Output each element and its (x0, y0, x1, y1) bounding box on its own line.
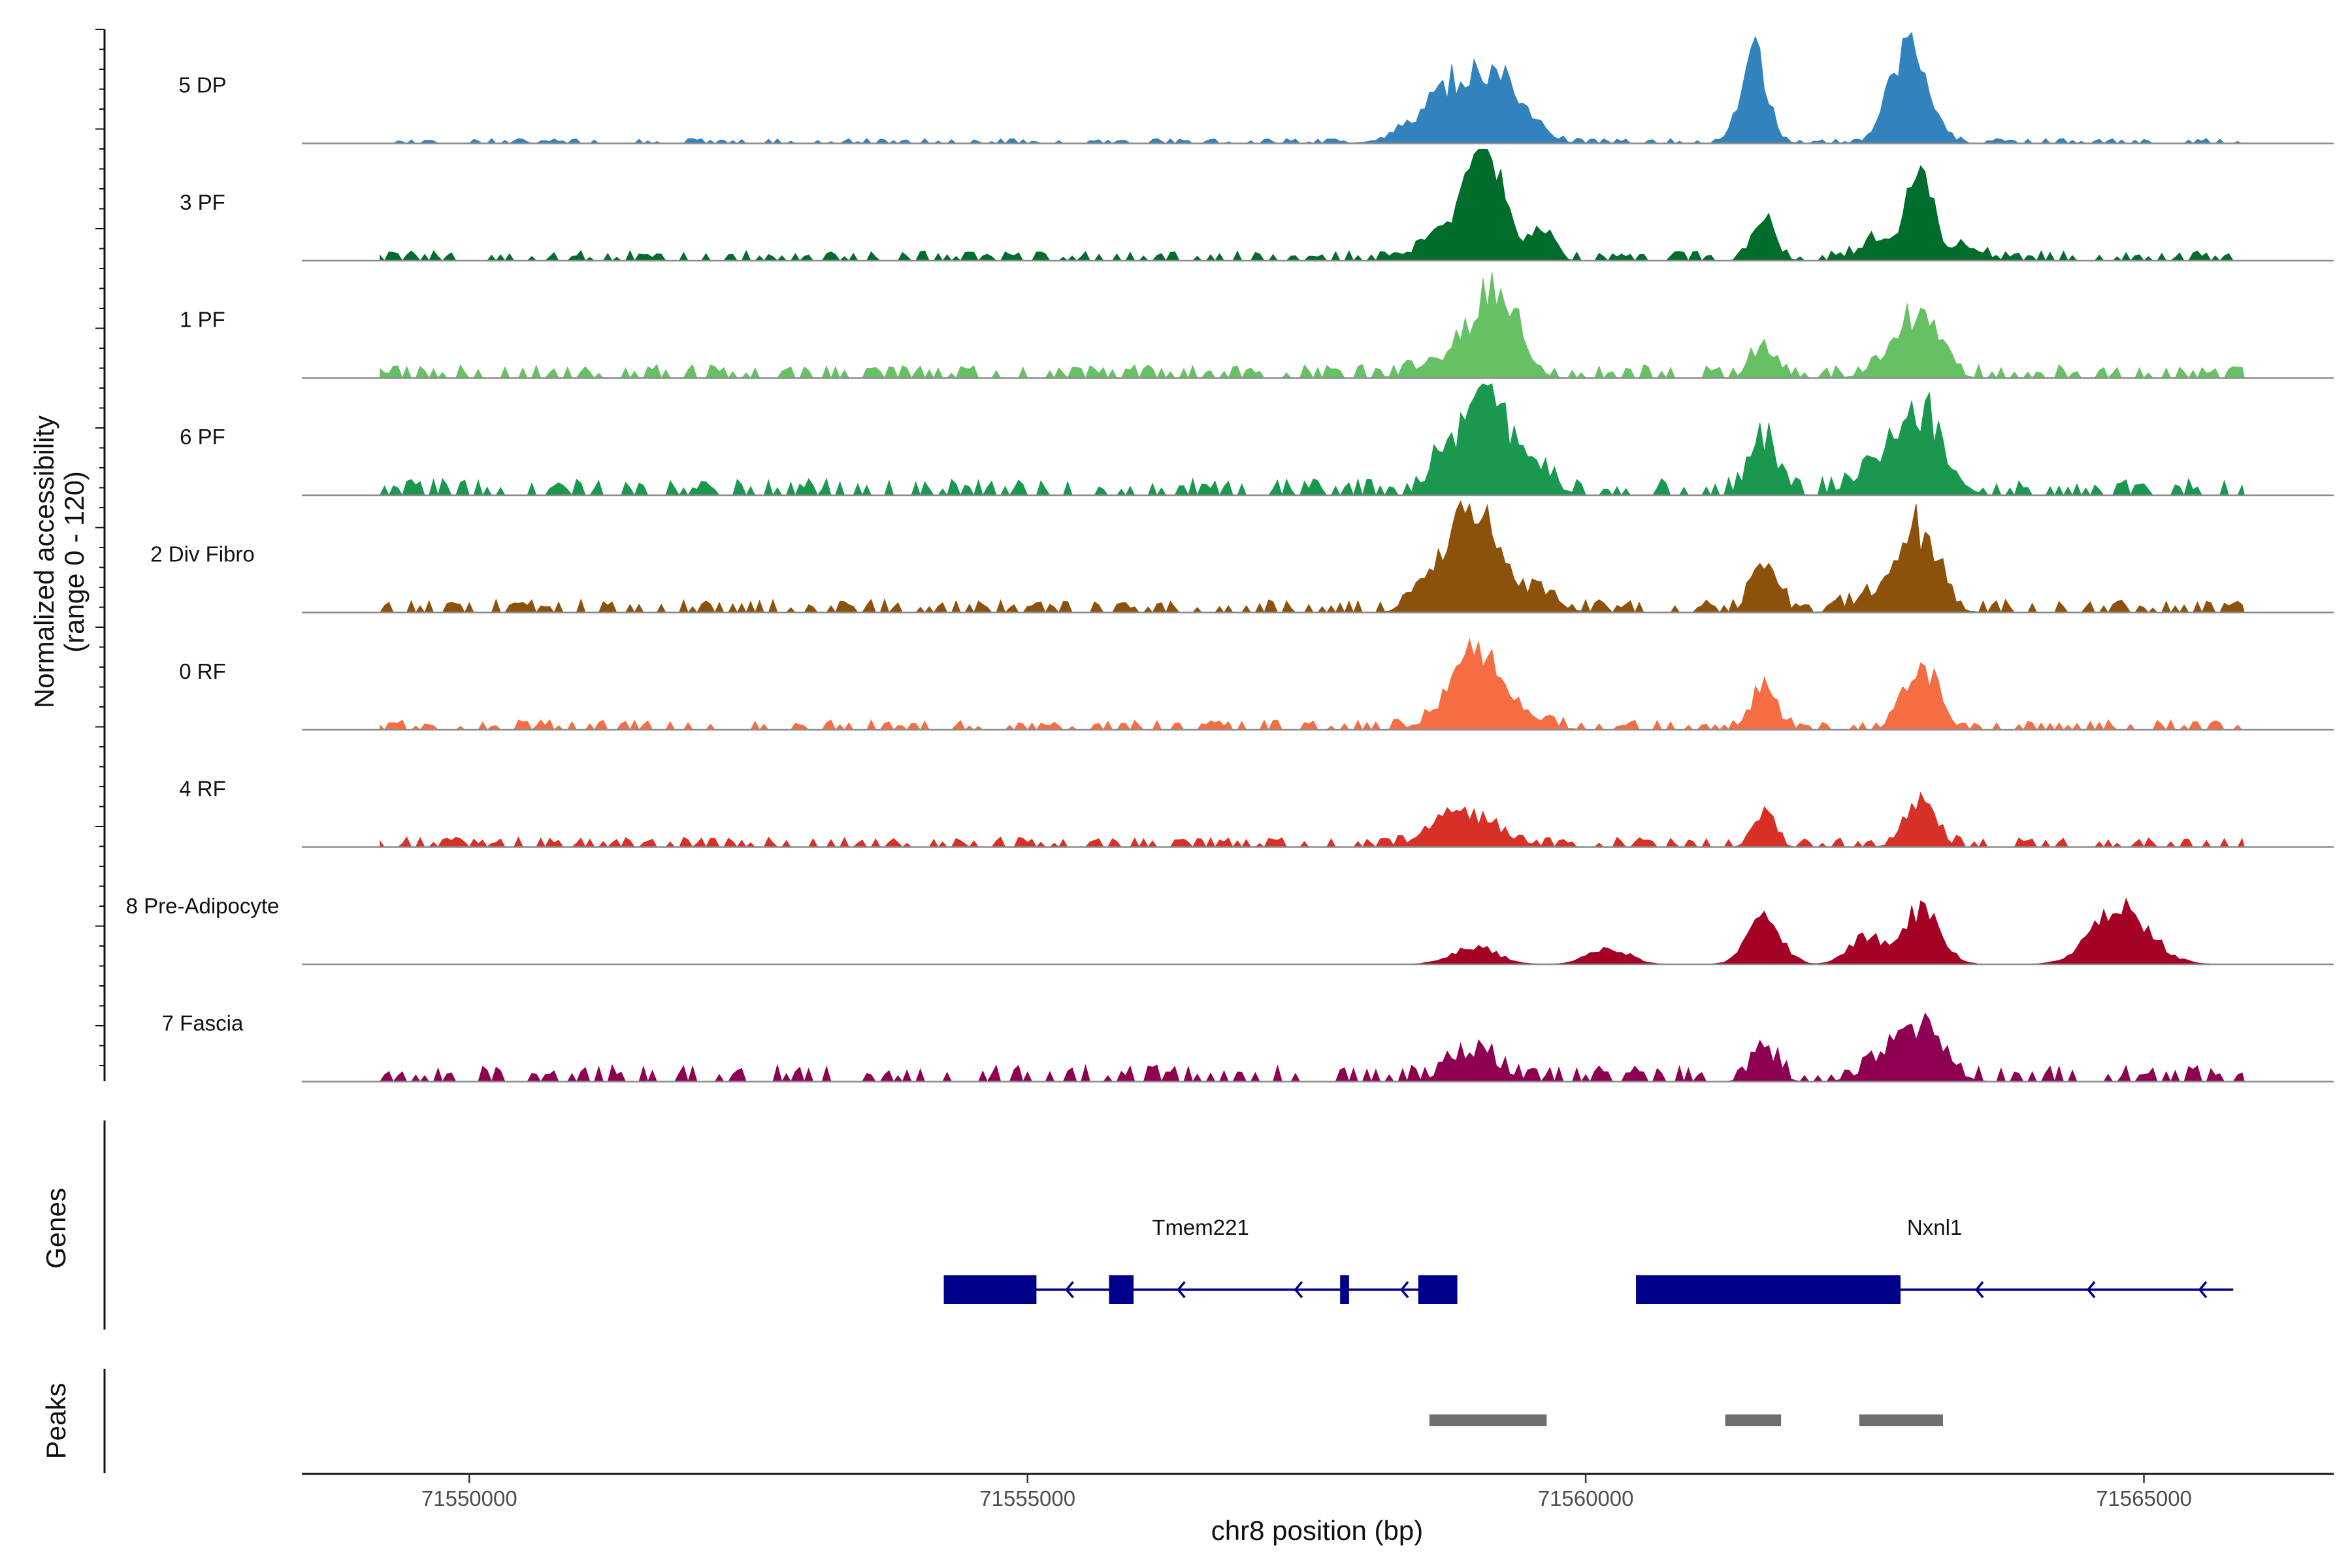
track-label: 1 PF (180, 308, 225, 332)
coverage-area (380, 149, 2245, 262)
genes-panel-label: Genes (41, 1188, 71, 1269)
peak-bar (1429, 1414, 1547, 1426)
coverage-area (380, 31, 2245, 144)
y-axis-label: Normalized accessibility (29, 416, 59, 708)
track-4-rf: 4 RF (179, 777, 2334, 848)
track-3-pf: 3 PF (180, 149, 2334, 262)
coverage-area (379, 500, 2245, 613)
peak-bar (1725, 1414, 1782, 1426)
strand-arrow (1177, 1281, 1186, 1299)
track-label: 6 PF (180, 425, 225, 449)
strand-arrow (1974, 1281, 1984, 1299)
gene-exon (1109, 1275, 1134, 1304)
strand-arrow (2198, 1281, 2208, 1299)
coverage-area (380, 791, 2245, 848)
track-label: 8 Pre-Adipocyte (126, 894, 280, 918)
coverage-tracks: 5 DP 3 PF 1 PF 6 PF 2 Div Fibro 0 RF 4 RF 8 Pre… (126, 31, 2334, 1083)
track-1-pf: 1 PF (180, 272, 2334, 379)
x-tick-label: 71555000 (979, 1486, 1075, 1511)
strand-arrow (1065, 1281, 1074, 1299)
strand-arrow (1399, 1281, 1409, 1299)
gene-exon (1636, 1275, 1901, 1304)
peak-bar (1859, 1414, 1943, 1426)
track-6-pf: 6 PF (180, 383, 2334, 497)
track-7-fascia: 7 Fascia (162, 1011, 2334, 1083)
gene-label: Nxnl1 (1907, 1215, 1962, 1239)
gene-exon (1340, 1275, 1349, 1304)
track-8-pre-adipocyte: 8 Pre-Adipocyte (126, 894, 2334, 966)
coverage-area (380, 897, 2245, 965)
peaks-panel-label: Peaks (41, 1383, 71, 1460)
gene-tmem221: Tmem221 (943, 1215, 1458, 1304)
track-5-dp: 5 DP (178, 31, 2334, 144)
track-label: 0 RF (179, 659, 226, 683)
strand-arrow (1294, 1281, 1303, 1299)
gene-nxnl1: Nxnl1 (1636, 1215, 2234, 1304)
gene-label: Tmem221 (1152, 1215, 1249, 1239)
x-tick-label: 71560000 (1538, 1486, 1634, 1511)
track-label: 3 PF (180, 190, 225, 214)
coverage-area (380, 272, 2245, 379)
x-tick-label: 71565000 (2096, 1486, 2192, 1511)
track-label: 7 Fascia (162, 1011, 244, 1036)
x-axis-label: chr8 position (bp) (1211, 1515, 1424, 1546)
track-label: 5 DP (178, 73, 226, 97)
gene-annotation-track: Tmem221 Nxnl1 (943, 1215, 2234, 1304)
track-label: 4 RF (179, 777, 226, 801)
x-tick-label: 71550000 (421, 1486, 517, 1511)
peaks-track (1429, 1414, 1943, 1426)
x-axis: 71550000 71555000 71560000 71565000 (302, 1473, 2334, 1511)
gene-exon (943, 1275, 1037, 1304)
track-0-rf: 0 RF (179, 638, 2334, 731)
track-label: 2 Div Fibro (150, 542, 255, 566)
coverage-area (379, 1012, 2245, 1083)
strand-arrow (2086, 1281, 2096, 1299)
y-axis-range-label: (range 0 - 120) (59, 471, 90, 653)
coverage-area (380, 638, 2245, 731)
coverage-area (379, 383, 2245, 497)
gene-exon (1418, 1275, 1458, 1304)
left-axes (95, 29, 106, 1473)
track-2-div-fibro: 2 Div Fibro (150, 500, 2334, 613)
